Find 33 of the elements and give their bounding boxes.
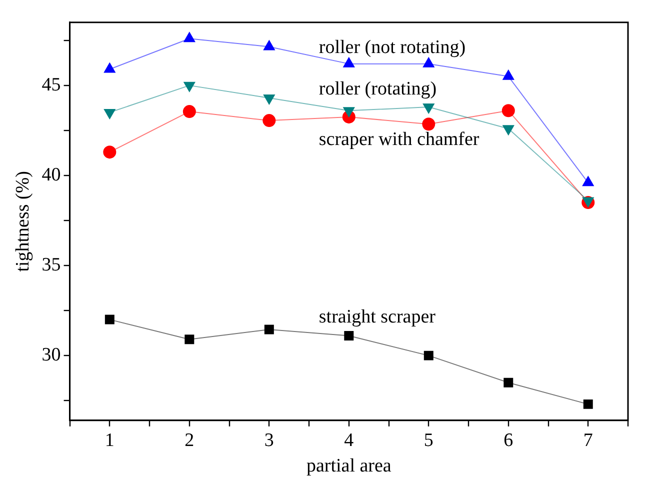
point bbox=[262, 114, 276, 128]
series-label: straight scraper bbox=[318, 306, 436, 328]
x-tick-label: 7 bbox=[583, 430, 593, 451]
point bbox=[103, 146, 116, 159]
x-tick-label: 6 bbox=[504, 430, 514, 451]
x-tick-label: 3 bbox=[264, 430, 274, 451]
point bbox=[422, 118, 436, 131]
point bbox=[184, 334, 194, 344]
point bbox=[502, 104, 515, 118]
point bbox=[344, 331, 354, 340]
x-axis-title: partial area bbox=[306, 456, 392, 477]
point bbox=[583, 399, 593, 409]
point bbox=[184, 82, 196, 92]
series-label: roller (not rotating) bbox=[318, 36, 466, 58]
y-tick-label: 40 bbox=[42, 164, 61, 186]
series-label: roller (rotating) bbox=[318, 78, 437, 100]
series-label: scraper with chamfer bbox=[318, 128, 480, 150]
point bbox=[104, 314, 114, 324]
x-tick-label: 1 bbox=[104, 430, 114, 451]
y-tick-label: 35 bbox=[42, 254, 61, 276]
x-tick-label: 4 bbox=[344, 430, 354, 451]
point bbox=[104, 108, 116, 119]
point bbox=[184, 32, 196, 42]
point bbox=[582, 176, 594, 186]
point bbox=[264, 324, 274, 334]
x-tick-label: 5 bbox=[424, 430, 434, 451]
y-tick-label: 30 bbox=[42, 344, 61, 366]
y-axis-title: tightness (%) bbox=[12, 171, 34, 272]
y-tick-label: 45 bbox=[42, 74, 61, 96]
point bbox=[424, 350, 434, 360]
x-tick-label: 2 bbox=[184, 430, 194, 451]
point bbox=[182, 105, 196, 118]
point bbox=[504, 378, 514, 388]
